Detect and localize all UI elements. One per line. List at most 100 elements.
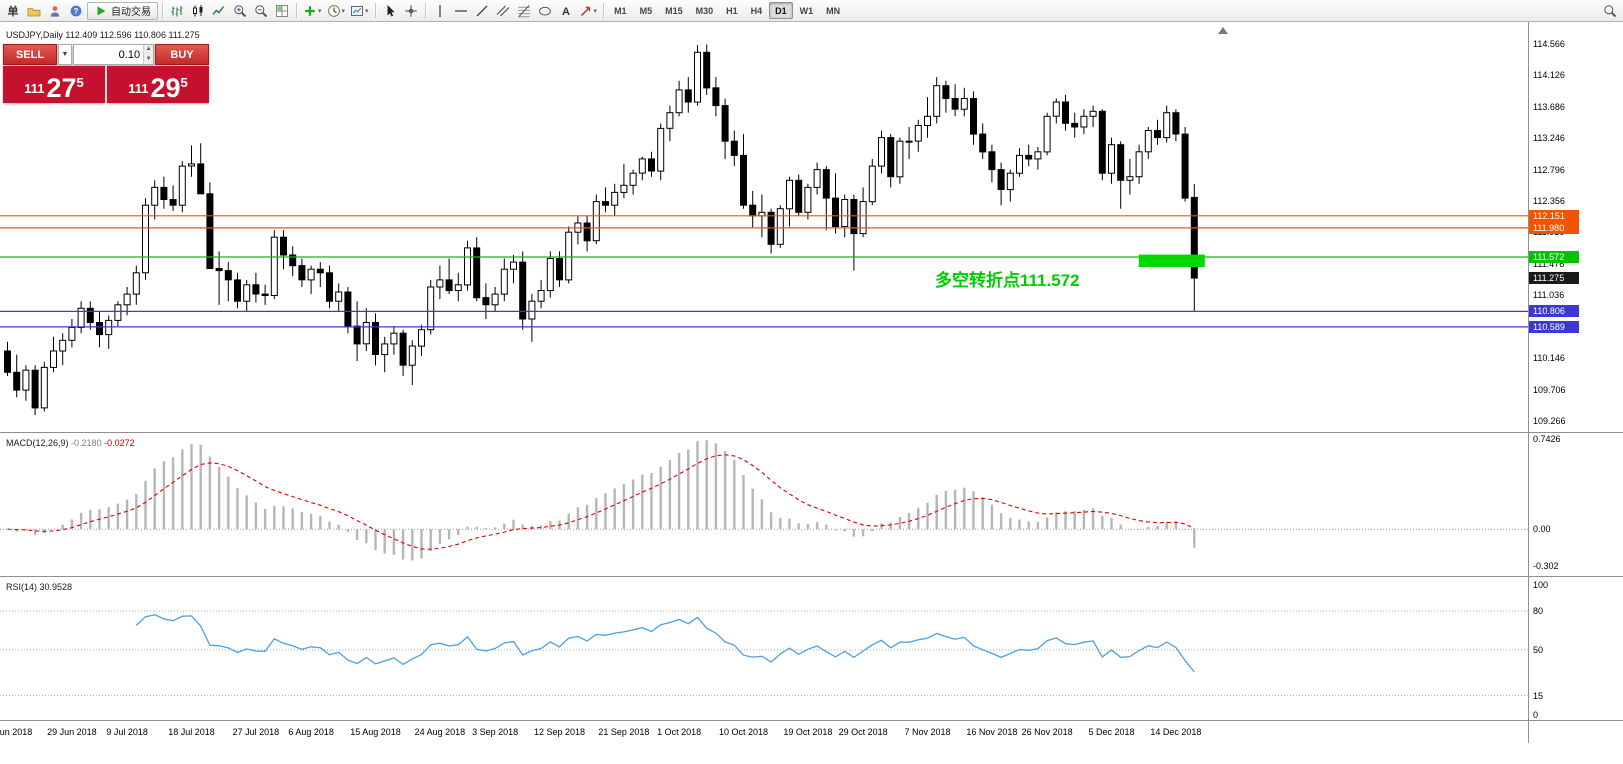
search-icon[interactable] (1600, 2, 1620, 20)
rsi-value: 30.9528 (39, 582, 73, 592)
arrows-button[interactable]: ▾ (577, 2, 600, 20)
macd-main-value: -0.2180 (71, 438, 102, 448)
shapes-button[interactable] (535, 2, 555, 20)
buy-price-button[interactable]: 111 29 5 (107, 66, 209, 103)
price-scale[interactable]: 114.566 114.126 113.686 113.246 112.796 112.3… (1529, 22, 1623, 743)
highlight-rectangle[interactable] (1138, 254, 1205, 267)
toolbar: 单? 自动交易 ▾ ▾ ▾ A ▾ M1 M5 M15 M30 H1 H4 D1 W1 MN (0, 0, 1623, 22)
macd-label: MACD(12,26,9) -0.2180 -0.0272 (6, 438, 135, 448)
candlestick-chart-icon (193, 4, 203, 16)
sell-button[interactable]: SELL (3, 44, 57, 65)
macd-name: MACD(12,26,9) (6, 438, 69, 448)
time-axis-label: 26 Nov 2018 (1021, 727, 1073, 737)
horizontal-line-button[interactable] (451, 2, 471, 20)
time-axis-label: 16 Nov 2018 (966, 727, 1018, 737)
buy-button[interactable]: BUY (155, 44, 209, 65)
volume-dropdown-button[interactable]: ▼ (58, 44, 72, 65)
timeframe-h4-button[interactable]: H4 (745, 2, 769, 19)
time-axis-label: 29 Oct 2018 (838, 727, 888, 737)
bar-chart-button[interactable] (167, 2, 187, 20)
chart-window: USDJPY,Daily 112.409 112.596 110.806 111… (0, 22, 1623, 764)
text-icon: A (562, 6, 570, 18)
new-order-button-label: 单 (7, 5, 19, 18)
timeframe-m15-button[interactable]: M15 (659, 2, 689, 19)
profiles-icon[interactable] (45, 2, 65, 20)
bid-main: 27 (46, 73, 77, 104)
rsi-line (135, 614, 1195, 673)
macd-panel[interactable] (0, 433, 1528, 576)
tile-windows-button[interactable] (272, 2, 292, 20)
timeframe-m1-button[interactable]: M1 (608, 2, 633, 19)
equidistant-channel-icon (496, 5, 509, 16)
candlestick-chart-button[interactable] (188, 2, 208, 20)
periods-button[interactable]: ▾ (325, 2, 348, 20)
bar-chart-icon (171, 5, 183, 16)
time-axis[interactable]: 20 Jun 2018 29 Jun 2018 9 Jul 2018 18 Jul 2… (0, 721, 1528, 743)
timeframe-m5-button[interactable]: M5 (634, 2, 659, 19)
time-axis-label: 10 Oct 2018 (718, 727, 769, 737)
panel-separator[interactable] (0, 576, 1623, 577)
indicators-button[interactable]: ▾ (301, 2, 324, 20)
timeframe-m30-button[interactable]: M30 (690, 2, 720, 19)
crosshair-button[interactable] (401, 2, 421, 20)
tile-windows-icon (276, 4, 288, 17)
timeframe-mn-button[interactable]: MN (820, 2, 846, 19)
fibonacci-button[interactable] (514, 2, 534, 20)
toolbar-separator (424, 3, 426, 18)
templates-icon (351, 5, 364, 16)
panel-separator[interactable] (0, 720, 1623, 721)
volume-up-icon[interactable]: ▲ (144, 45, 153, 55)
rsi-scale-label: 100 (1533, 580, 1549, 590)
timeframe-d1-button[interactable]: D1 (769, 2, 793, 19)
sell-price-button[interactable]: 111 27 5 (3, 66, 105, 103)
indicators-icon (305, 5, 315, 16)
time-axis-label: 19 Oct 2018 (783, 727, 833, 737)
rsi-scale-label: 15 (1533, 690, 1544, 701)
zoom-in-button[interactable] (230, 2, 250, 20)
toolbar-separator (374, 3, 376, 18)
rsi-scale-label: 0 (1533, 710, 1539, 720)
autotrading-button[interactable]: 自动交易 (87, 1, 158, 20)
volume-down-icon[interactable]: ▼ (144, 54, 153, 64)
one-click-trading-panel: SELL ▼ ▲ ▼ BUY 111 27 5 111 (3, 44, 209, 103)
new-chart-icon[interactable] (24, 2, 44, 20)
arrows-icon (580, 6, 590, 16)
time-axis-label: 18 Jul 2018 (168, 727, 215, 737)
panel-separator[interactable] (0, 432, 1623, 433)
macd-signal-value: -0.0272 (104, 438, 135, 448)
volume-input[interactable] (74, 45, 144, 64)
help-icon[interactable]: ? (66, 2, 86, 20)
price-scale-label: 114.566 (1533, 39, 1565, 49)
macd-histogram (15, 440, 1196, 561)
price-scale-label: 113.686 (1533, 101, 1565, 112)
autotrading-button-label: 自动交易 (111, 7, 151, 18)
price-scale-label: 109.266 (1533, 415, 1566, 426)
price-scale-label: 109.706 (1533, 384, 1566, 395)
svg-text:?: ? (74, 7, 79, 16)
horizontal-line-icon (454, 9, 467, 12)
price-chart[interactable] (0, 22, 1528, 432)
templates-button[interactable]: ▾ (348, 2, 371, 20)
rsi-panel[interactable] (0, 577, 1528, 720)
toolbar-separator (162, 3, 163, 18)
vertical-line-button[interactable] (430, 2, 450, 20)
text-button[interactable]: A (556, 2, 576, 20)
timeframe-h1-button[interactable]: H1 (720, 2, 744, 19)
chevron-down-icon: ▾ (341, 7, 346, 15)
chart-scroll-marker[interactable] (1218, 27, 1228, 34)
price-scale-label: 112.356 (1533, 196, 1565, 207)
volume-stepper: ▲ ▼ (143, 45, 153, 64)
price-scale-label: 111.036 (1533, 290, 1565, 301)
trendline-button[interactable] (472, 2, 492, 20)
volume-control: ▲ ▼ (73, 44, 154, 65)
cursor-button[interactable] (380, 2, 400, 20)
timeframe-w1-button[interactable]: W1 (794, 2, 820, 19)
bid-pip: 5 (76, 75, 84, 90)
horizontal-lines[interactable] (0, 215, 1528, 328)
equidistant-channel-button[interactable] (493, 2, 513, 20)
new-order-button[interactable]: 单 (3, 2, 23, 20)
fibonacci-icon (517, 4, 530, 17)
line-chart-button[interactable] (209, 2, 229, 20)
zoom-out-button[interactable] (251, 2, 271, 20)
